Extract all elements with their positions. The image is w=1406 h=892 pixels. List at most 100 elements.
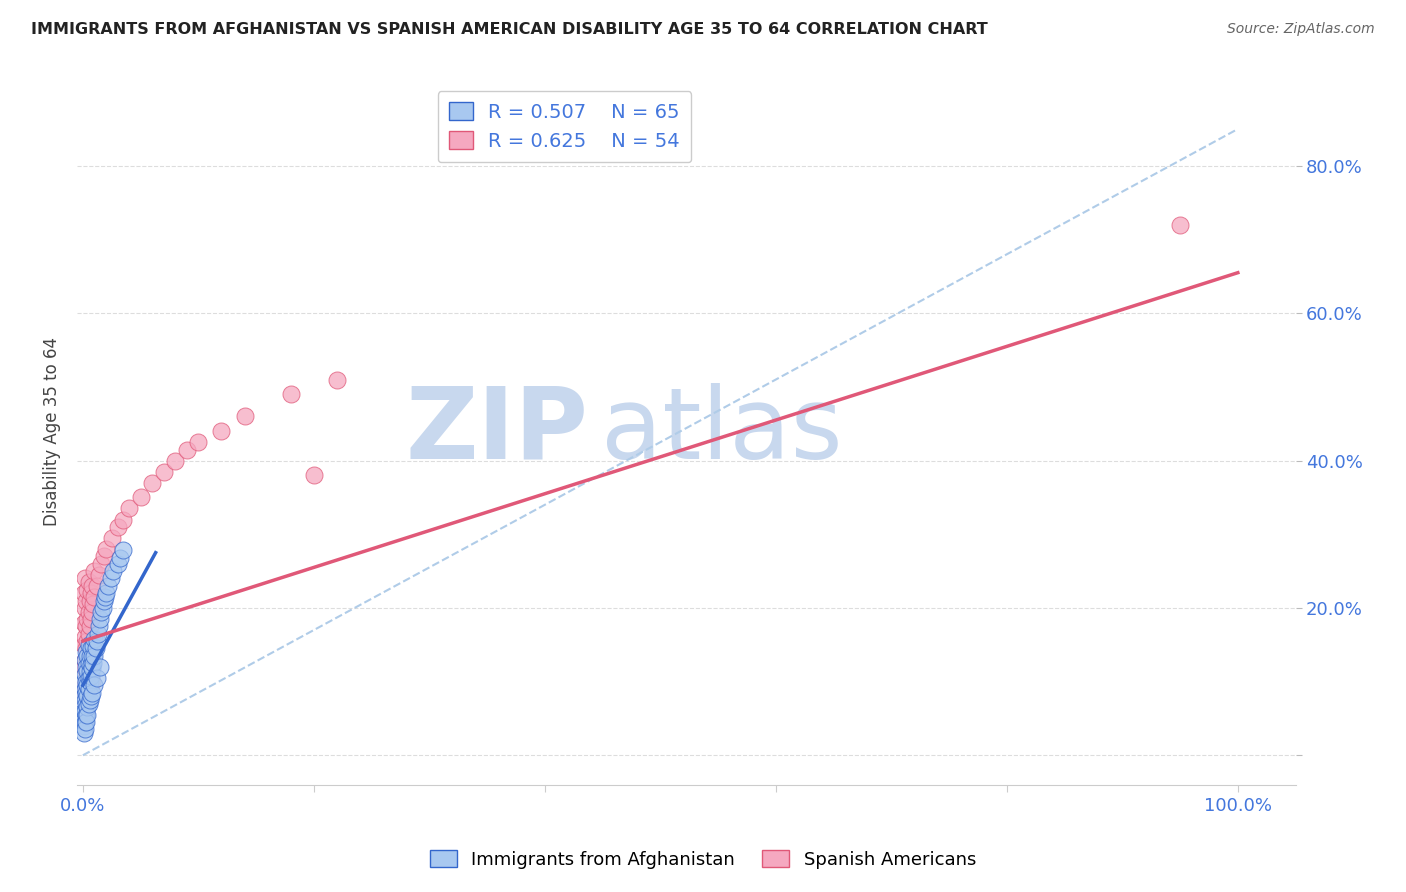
Point: [84, 641, 107, 656]
Point: [93, 549, 115, 564]
Point: [73, 674, 96, 689]
Point: [86, 579, 108, 593]
Point: [75, 619, 97, 633]
Point: [73, 704, 96, 718]
Point: [73, 660, 96, 674]
Point: [82, 639, 104, 653]
Point: [80, 612, 103, 626]
Point: [75, 631, 97, 645]
Point: [79, 648, 101, 663]
Point: [75, 707, 97, 722]
Point: [152, 465, 174, 479]
Point: [80, 669, 103, 683]
Point: [76, 664, 98, 678]
Text: ZIP: ZIP: [406, 383, 589, 480]
Point: [73, 726, 96, 740]
Point: [82, 661, 104, 675]
Point: [83, 564, 105, 578]
Point: [75, 681, 97, 696]
Point: [94, 586, 117, 600]
Point: [77, 626, 100, 640]
Point: [82, 674, 104, 689]
Point: [83, 648, 105, 663]
Point: [75, 671, 97, 685]
Point: [73, 615, 96, 630]
Point: [83, 678, 105, 692]
Point: [77, 697, 100, 711]
Point: [76, 648, 98, 663]
Point: [76, 707, 98, 722]
Point: [82, 648, 104, 663]
Point: [75, 674, 97, 689]
Point: [75, 652, 97, 666]
Point: [75, 641, 97, 656]
Point: [280, 387, 302, 401]
Point: [94, 541, 117, 556]
Point: [107, 520, 129, 534]
Point: [75, 660, 97, 674]
Point: [129, 491, 152, 505]
Y-axis label: Disability Age 35 to 64: Disability Age 35 to 64: [44, 336, 60, 525]
Point: [79, 678, 101, 692]
Legend: R = 0.507    N = 65, R = 0.625    N = 54: R = 0.507 N = 65, R = 0.625 N = 54: [437, 91, 692, 162]
Point: [79, 664, 101, 678]
Point: [77, 656, 100, 670]
Text: atlas: atlas: [600, 383, 842, 480]
Point: [93, 593, 115, 607]
Point: [87, 567, 110, 582]
Point: [77, 638, 100, 652]
Point: [89, 660, 111, 674]
Point: [101, 564, 124, 578]
Text: IMMIGRANTS FROM AFGHANISTAN VS SPANISH AMERICAN DISABILITY AGE 35 TO 64 CORRELAT: IMMIGRANTS FROM AFGHANISTAN VS SPANISH A…: [31, 22, 987, 37]
Point: [75, 715, 97, 730]
Point: [87, 619, 110, 633]
Point: [79, 593, 101, 607]
Point: [75, 686, 97, 700]
Point: [76, 700, 98, 714]
Legend: Immigrants from Afghanistan, Spanish Americans: Immigrants from Afghanistan, Spanish Ame…: [423, 843, 983, 876]
Point: [77, 671, 100, 685]
Point: [86, 671, 108, 685]
Point: [79, 693, 101, 707]
Point: [112, 543, 135, 558]
Point: [75, 667, 97, 681]
Point: [233, 409, 256, 424]
Point: [302, 468, 325, 483]
Point: [75, 593, 97, 607]
Point: [82, 656, 104, 670]
Point: [73, 690, 96, 704]
Point: [118, 501, 141, 516]
Point: [79, 619, 101, 633]
Point: [100, 531, 122, 545]
Point: [75, 645, 97, 659]
Point: [187, 435, 209, 450]
Point: [77, 656, 100, 670]
Point: [86, 634, 108, 648]
Point: [97, 579, 120, 593]
Point: [79, 674, 101, 689]
Point: [100, 571, 122, 585]
Point: [75, 723, 97, 737]
Point: [176, 442, 198, 457]
Point: [73, 690, 96, 704]
Point: [76, 690, 98, 704]
Point: [76, 664, 98, 678]
Point: [1168, 218, 1191, 232]
Point: [90, 605, 112, 619]
Point: [75, 601, 97, 615]
Point: [107, 557, 129, 571]
Point: [80, 690, 103, 704]
Point: [94, 590, 117, 604]
Point: [73, 638, 96, 652]
Point: [80, 586, 103, 600]
Point: [77, 575, 100, 590]
Point: [90, 557, 112, 571]
Point: [89, 612, 111, 626]
Point: [108, 550, 131, 565]
Point: [75, 697, 97, 711]
Point: [80, 641, 103, 656]
Point: [73, 711, 96, 725]
Text: Source: ZipAtlas.com: Source: ZipAtlas.com: [1227, 22, 1375, 37]
Point: [73, 719, 96, 733]
Point: [75, 704, 97, 718]
